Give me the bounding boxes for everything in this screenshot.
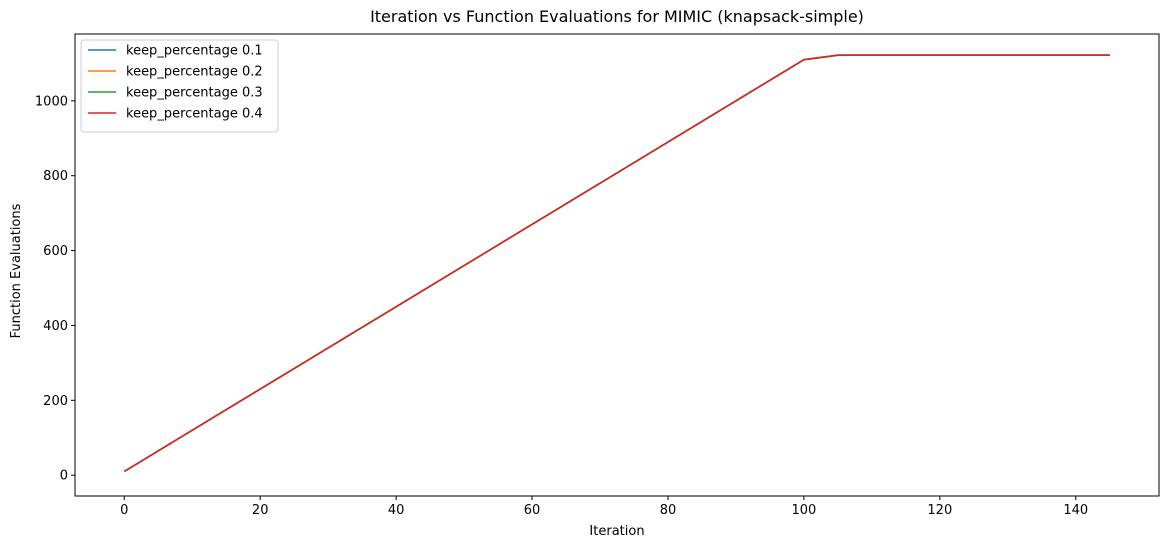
y-tick-label: 800 xyxy=(43,169,68,184)
series-line-4 xyxy=(123,54,1110,473)
y-tick-label: 200 xyxy=(43,394,68,409)
x-tick-label: 40 xyxy=(388,503,405,518)
x-tick-label: 20 xyxy=(252,503,269,518)
x-tick-label: 100 xyxy=(791,503,816,518)
x-tick-label: 80 xyxy=(660,503,677,518)
x-axis-label: Iteration xyxy=(589,524,644,539)
x-tick-label: 140 xyxy=(1063,503,1088,518)
x-tick-label: 120 xyxy=(927,503,952,518)
legend-label-2: keep_percentage 0.2 xyxy=(126,65,263,80)
x-tick-label: 0 xyxy=(120,503,128,518)
x-tick-label: 60 xyxy=(524,503,541,518)
y-tick-label: 400 xyxy=(43,319,68,334)
y-axis-ticks: 0 200 400 600 800 1000 xyxy=(35,94,75,484)
y-tick-label: 600 xyxy=(43,244,68,259)
legend-label-3: keep_percentage 0.3 xyxy=(126,86,263,101)
legend-box xyxy=(80,39,279,133)
y-axis-label: Function Evaluations xyxy=(9,203,24,338)
series-lines xyxy=(123,54,1110,473)
y-tick-label: 1000 xyxy=(35,94,68,109)
legend-label-1: keep_percentage 0.1 xyxy=(126,44,263,59)
plot-frame xyxy=(74,33,1160,497)
chart-title: Iteration vs Function Evaluations for MI… xyxy=(370,7,864,26)
plot-area: 0 20 40 60 80 100 120 140 0 200 400 600 800 1000 xyxy=(35,33,1160,518)
y-tick-label: 0 xyxy=(60,469,68,484)
legend-label-4: keep_percentage 0.4 xyxy=(126,107,263,122)
legend: keep_percentage 0.1 keep_percentage 0.2 ke… xyxy=(80,39,279,133)
x-axis-ticks: 0 20 40 60 80 100 120 140 xyxy=(120,496,1088,518)
